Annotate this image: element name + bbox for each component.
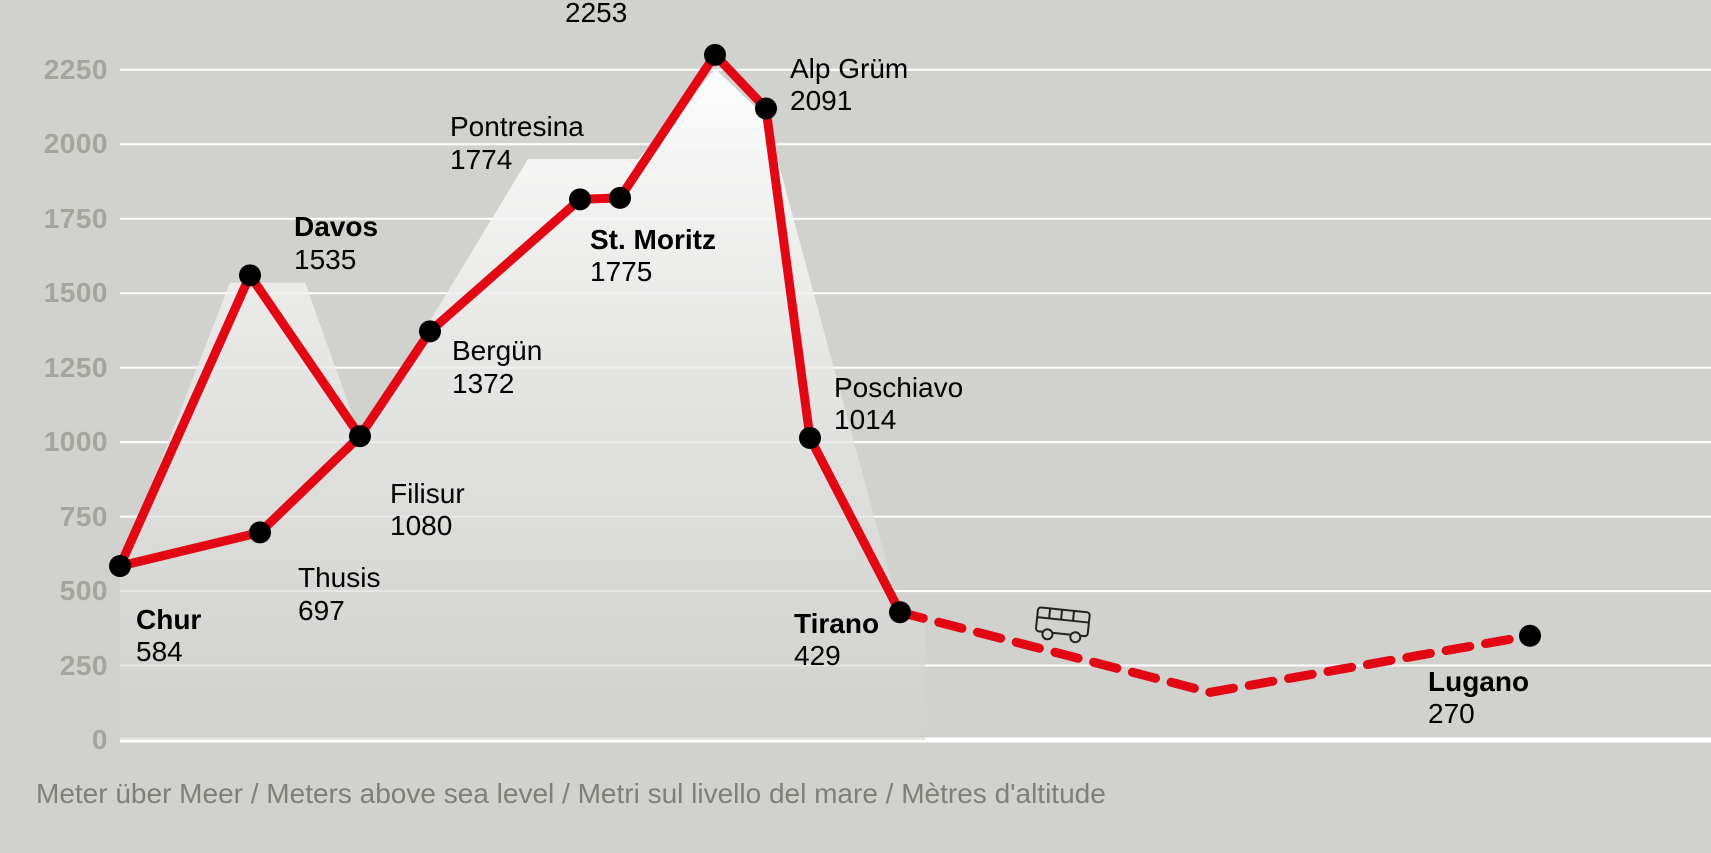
y-axis-tick: 1000 [18, 426, 108, 458]
station-elevation: 1774 [450, 144, 584, 176]
station-name: Thusis [298, 562, 380, 594]
station-label: St. Moritz1775 [590, 224, 716, 288]
station-elevation: 2253 [565, 0, 763, 29]
station-label: Pontresina1774 [450, 111, 584, 175]
station-label: Ospizio Bernina2253 [565, 0, 763, 29]
station-name: Alp Grüm [790, 53, 908, 85]
station-elevation: 584 [136, 636, 201, 668]
station-elevation: 1372 [452, 368, 542, 400]
station-label: Poschiavo1014 [834, 372, 963, 436]
y-axis-tick: 0 [18, 724, 108, 756]
station-label: Chur584 [136, 604, 201, 668]
station-name: Filisur [390, 478, 465, 510]
y-axis-tick: 1500 [18, 277, 108, 309]
station-label: Alp Grüm2091 [790, 53, 908, 117]
station-label: Thusis697 [298, 562, 380, 626]
y-axis-tick: 750 [18, 501, 108, 533]
station-elevation: 1080 [390, 510, 465, 542]
chart-caption: Meter über Meer / Meters above sea level… [36, 778, 1106, 810]
station-elevation: 697 [298, 595, 380, 627]
station-label: Filisur1080 [390, 478, 465, 542]
y-axis-tick: 250 [18, 650, 108, 682]
station-name: Poschiavo [834, 372, 963, 404]
station-elevation: 429 [794, 640, 879, 672]
station-name: Bergün [452, 335, 542, 367]
station-label: Bergün1372 [452, 335, 542, 399]
station-elevation: 1014 [834, 404, 963, 436]
station-name: Chur [136, 604, 201, 636]
station-name: St. Moritz [590, 224, 716, 256]
station-label: Davos1535 [294, 211, 378, 275]
y-axis-tick: 1750 [18, 203, 108, 235]
y-axis-tick: 2000 [18, 128, 108, 160]
y-axis-tick: 500 [18, 575, 108, 607]
station-label: Tirano429 [794, 608, 879, 672]
station-name: Tirano [794, 608, 879, 640]
station-name: Lugano [1428, 666, 1529, 698]
station-elevation: 2091 [790, 85, 908, 117]
station-elevation: 1535 [294, 244, 378, 276]
station-label: Lugano270 [1428, 666, 1529, 730]
station-elevation: 270 [1428, 698, 1529, 730]
y-axis-tick: 2250 [18, 54, 108, 86]
station-name: Davos [294, 211, 378, 243]
y-axis-tick: 1250 [18, 352, 108, 384]
station-elevation: 1775 [590, 256, 716, 288]
station-name: Pontresina [450, 111, 584, 143]
